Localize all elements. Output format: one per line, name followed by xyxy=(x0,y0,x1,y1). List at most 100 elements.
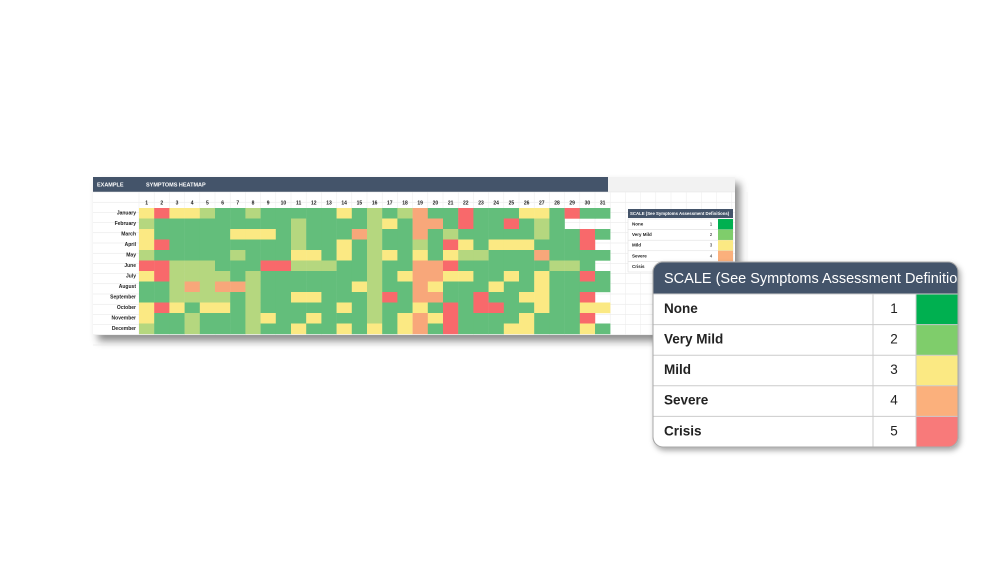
heat-cell xyxy=(458,302,474,314)
heat-cell xyxy=(291,292,307,303)
heat-cell xyxy=(519,250,535,261)
day-label: 16 xyxy=(372,200,378,206)
mini-legend-name: Crisis xyxy=(632,264,645,269)
heat-cell xyxy=(503,292,520,303)
heat-cell xyxy=(291,323,307,335)
day-label: 25 xyxy=(509,200,515,206)
heat-cell xyxy=(215,260,231,272)
heat-cell xyxy=(397,323,413,335)
heat-cell xyxy=(230,313,246,324)
heat-cell xyxy=(549,218,565,230)
heat-cell xyxy=(351,302,368,314)
heat-cell xyxy=(549,281,565,293)
heat-cell xyxy=(184,250,200,261)
heat-cell xyxy=(169,260,185,272)
month-label: January xyxy=(117,211,136,217)
heat-cell xyxy=(321,208,337,219)
heat-cell xyxy=(291,229,307,240)
heat-cell xyxy=(503,260,520,272)
heat-cell xyxy=(443,281,459,293)
heat-cell xyxy=(306,313,322,324)
heat-cell xyxy=(336,292,352,303)
heat-cell xyxy=(534,229,550,240)
heat-cell xyxy=(245,281,261,293)
heat-cell xyxy=(351,239,368,251)
heat-cell xyxy=(275,313,292,324)
heat-cell xyxy=(427,250,444,261)
day-label: 8 xyxy=(252,200,255,206)
heat-cell xyxy=(184,229,200,240)
heat-cell xyxy=(169,302,185,314)
heat-cell xyxy=(291,271,307,282)
heat-cell xyxy=(306,218,322,230)
heat-cell xyxy=(336,260,352,272)
mini-legend-value: 2 xyxy=(710,232,713,237)
heat-cell xyxy=(154,292,170,303)
heat-cell xyxy=(488,208,504,219)
heat-cell xyxy=(458,271,474,282)
day-label: 22 xyxy=(463,200,469,206)
heat-cell xyxy=(503,218,520,230)
heat-cell xyxy=(154,271,170,282)
heat-cell xyxy=(291,313,307,324)
day-label: 17 xyxy=(387,200,393,206)
heat-cell xyxy=(199,313,216,324)
heat-cell xyxy=(260,218,276,230)
heat-cell xyxy=(458,323,474,335)
mini-legend-swatch xyxy=(718,229,733,241)
heat-cell xyxy=(412,250,428,261)
month-label: April xyxy=(125,242,137,248)
heat-cell xyxy=(199,281,216,293)
legend-card-border xyxy=(652,261,959,448)
heat-cell xyxy=(306,208,322,219)
day-label: 5 xyxy=(206,200,209,206)
mini-legend-row xyxy=(627,239,734,252)
day-label: 15 xyxy=(357,200,363,206)
heat-cell xyxy=(549,302,565,314)
heat-cell xyxy=(473,229,489,240)
heat-cell xyxy=(215,239,231,251)
heat-cell xyxy=(321,281,337,293)
heat-cell xyxy=(321,218,337,230)
heat-cell xyxy=(199,323,216,335)
heat-cell xyxy=(579,313,596,324)
heat-cell xyxy=(275,271,292,282)
heat-cell xyxy=(199,271,216,282)
day-label: 26 xyxy=(524,200,530,206)
heat-cell xyxy=(579,239,596,251)
heat-cell xyxy=(260,229,276,240)
day-label: 21 xyxy=(448,200,454,206)
heat-cell xyxy=(549,239,565,251)
heat-cell xyxy=(458,260,474,272)
day-label: 24 xyxy=(493,200,499,206)
heat-cell xyxy=(275,208,292,219)
day-label: 28 xyxy=(554,200,560,206)
heat-cell xyxy=(245,208,261,219)
legend-swatch xyxy=(916,416,958,447)
heat-cell xyxy=(169,281,185,293)
heat-cell xyxy=(549,250,565,261)
heat-cell xyxy=(336,323,352,335)
heat-cell xyxy=(245,302,261,314)
heat-cell xyxy=(427,218,444,230)
heat-cell xyxy=(336,271,352,282)
heat-cell xyxy=(367,271,383,282)
heat-cell xyxy=(427,208,444,219)
heat-cell xyxy=(199,239,216,251)
day-label: 14 xyxy=(341,200,347,206)
heat-cell xyxy=(488,229,504,240)
header-label: EXAMPLE xyxy=(97,182,124,188)
heat-cell xyxy=(534,239,550,251)
heat-cell xyxy=(382,229,398,240)
heat-cell xyxy=(443,208,459,219)
header-title: SYMPTOMS HEATMAP xyxy=(146,182,206,188)
heat-cell xyxy=(230,260,246,272)
day-label: 31 xyxy=(600,200,606,206)
heat-cell xyxy=(230,239,246,251)
day-label: 13 xyxy=(326,200,332,206)
heat-cell xyxy=(579,271,596,282)
heat-cell xyxy=(321,302,337,314)
legend-card-body: SCALE (See Symptoms Assessment Definitio… xyxy=(653,262,958,447)
heat-cell xyxy=(245,292,261,303)
